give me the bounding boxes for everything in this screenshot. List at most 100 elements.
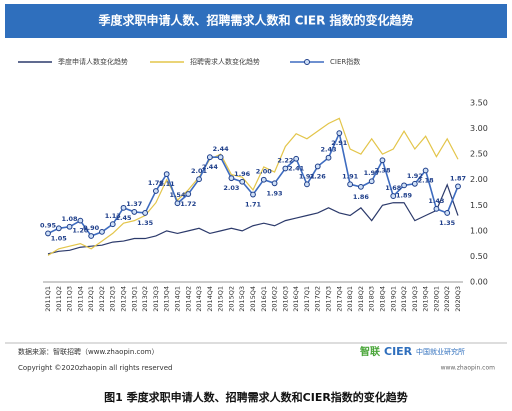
- data-point: [433, 205, 440, 212]
- data-label: 2.00: [256, 168, 273, 176]
- y-tick-label: 3.50: [470, 99, 488, 108]
- x-tick-label: 2018Q3: [368, 286, 376, 312]
- y-tick-label: 1.50: [470, 201, 488, 210]
- data-point: [228, 175, 235, 182]
- data-point: [368, 178, 375, 185]
- x-tick-label: 2014Q4: [206, 286, 214, 312]
- x-tick-label: 2018Q1: [346, 286, 354, 312]
- x-tick-label: 2015Q2: [227, 286, 235, 312]
- x-tick-label: 2020Q2: [443, 286, 451, 312]
- data-point: [282, 165, 289, 172]
- data-label: 1.37: [126, 200, 142, 208]
- data-point: [239, 178, 246, 185]
- x-tick-label: 2020Q3: [454, 286, 462, 312]
- data-label: 1.87: [450, 174, 466, 182]
- data-point: [314, 163, 321, 170]
- data-label: 1.86: [353, 193, 370, 201]
- data-label: 2.41: [288, 165, 305, 173]
- x-tick-label: 2014Q2: [184, 286, 192, 312]
- x-tick-label: 2017Q4: [335, 286, 343, 312]
- data-point: [55, 225, 62, 232]
- data-label: 2.18: [418, 177, 435, 185]
- data-label: 1.89: [396, 191, 413, 199]
- x-tick-label: 2014Q1: [173, 286, 181, 312]
- data-label: 1.45: [116, 214, 133, 222]
- x-tick-label: 2016Q3: [281, 286, 289, 312]
- x-tick-label: 2017Q1: [303, 286, 311, 312]
- data-label: 1.91: [299, 172, 316, 180]
- data-label: 1.43: [428, 197, 444, 205]
- data-label: 1.91: [342, 172, 359, 180]
- y-tick-label: 2.50: [470, 150, 488, 159]
- data-point: [250, 191, 256, 198]
- data-point: [109, 221, 116, 228]
- x-tick-label: 2019Q2: [400, 286, 408, 312]
- data-label: 2.26: [310, 172, 327, 180]
- data-point: [99, 228, 105, 235]
- data-point: [88, 233, 95, 239]
- data-label: 1.13: [105, 212, 121, 220]
- x-tick-label: 2013Q1: [130, 286, 138, 312]
- x-tick-label: 2011Q1: [44, 286, 52, 312]
- data-point: [66, 223, 73, 230]
- legend-label: CIER指数: [330, 57, 360, 66]
- data-label: 1.35: [439, 219, 456, 227]
- site: www.zhaopin.com: [441, 365, 496, 372]
- series-line: [47, 183, 459, 255]
- data-point: [174, 200, 181, 207]
- x-tick-label: 2014Q3: [195, 286, 203, 312]
- data-label: 1.72: [180, 200, 196, 208]
- x-tick-label: 2012Q4: [120, 286, 128, 312]
- data-point: [411, 180, 418, 187]
- data-label: 1.78: [148, 179, 165, 187]
- data-label: 1.97: [364, 169, 380, 177]
- data-point: [271, 180, 278, 187]
- x-tick-label: 2020Q1: [432, 286, 440, 312]
- x-tick-label: 2018Q2: [357, 286, 365, 312]
- x-tick-label: 2015Q4: [249, 286, 257, 312]
- x-tick-label: 2013Q4: [163, 286, 171, 312]
- x-tick-label: 2017Q3: [325, 286, 333, 312]
- legend-marker: [304, 59, 310, 65]
- x-tick-label: 2011Q4: [76, 286, 84, 312]
- x-tick-label: 2019Q1: [389, 286, 397, 312]
- data-label: 0.90: [83, 224, 100, 232]
- y-tick-label: 3.00: [470, 124, 488, 133]
- data-point: [142, 210, 149, 216]
- legend-label: 招聘需求人数变化趋势: [190, 57, 260, 66]
- caption-area: [0, 380, 512, 411]
- data-label: 2.91: [331, 139, 348, 147]
- data-point: [131, 209, 138, 215]
- data-point: [455, 183, 461, 190]
- x-tick-label: 2017Q2: [314, 286, 322, 312]
- data-point: [293, 155, 300, 162]
- data-point: [185, 191, 192, 197]
- y-tick-label: 2.00: [470, 175, 488, 184]
- data-label: 1.68: [385, 184, 402, 192]
- data-point: [206, 154, 213, 161]
- x-tick-label: 2018Q4: [378, 286, 386, 312]
- chart-title: 季度求职申请人数、招聘需求人数和 CIER 指数的变化趋势: [97, 13, 413, 28]
- data-label: 2.03: [223, 184, 239, 192]
- data-label: 2.43: [321, 146, 337, 154]
- x-tick-label: 2015Q3: [238, 286, 246, 312]
- data-label: 2.22: [277, 156, 293, 164]
- data-point: [260, 176, 267, 183]
- x-tick-label: 2012Q2: [98, 286, 106, 312]
- data-label: 1.92: [407, 172, 423, 180]
- data-label: 1.54: [169, 191, 186, 199]
- data-point: [196, 176, 202, 183]
- x-tick-label: 2015Q1: [217, 286, 225, 312]
- x-tick-label: 2011Q2: [55, 286, 63, 312]
- data-label: 1.05: [51, 234, 68, 242]
- y-tick-label: 1.00: [470, 226, 488, 235]
- data-label: 2.01: [191, 167, 208, 175]
- data-label: 1.08: [62, 215, 79, 223]
- data-point: [336, 130, 343, 137]
- data-point: [422, 167, 429, 174]
- data-label: 2.38: [374, 166, 391, 174]
- y-tick-label: 0.50: [470, 252, 488, 261]
- data-point: [401, 182, 407, 189]
- data-point: [45, 230, 51, 237]
